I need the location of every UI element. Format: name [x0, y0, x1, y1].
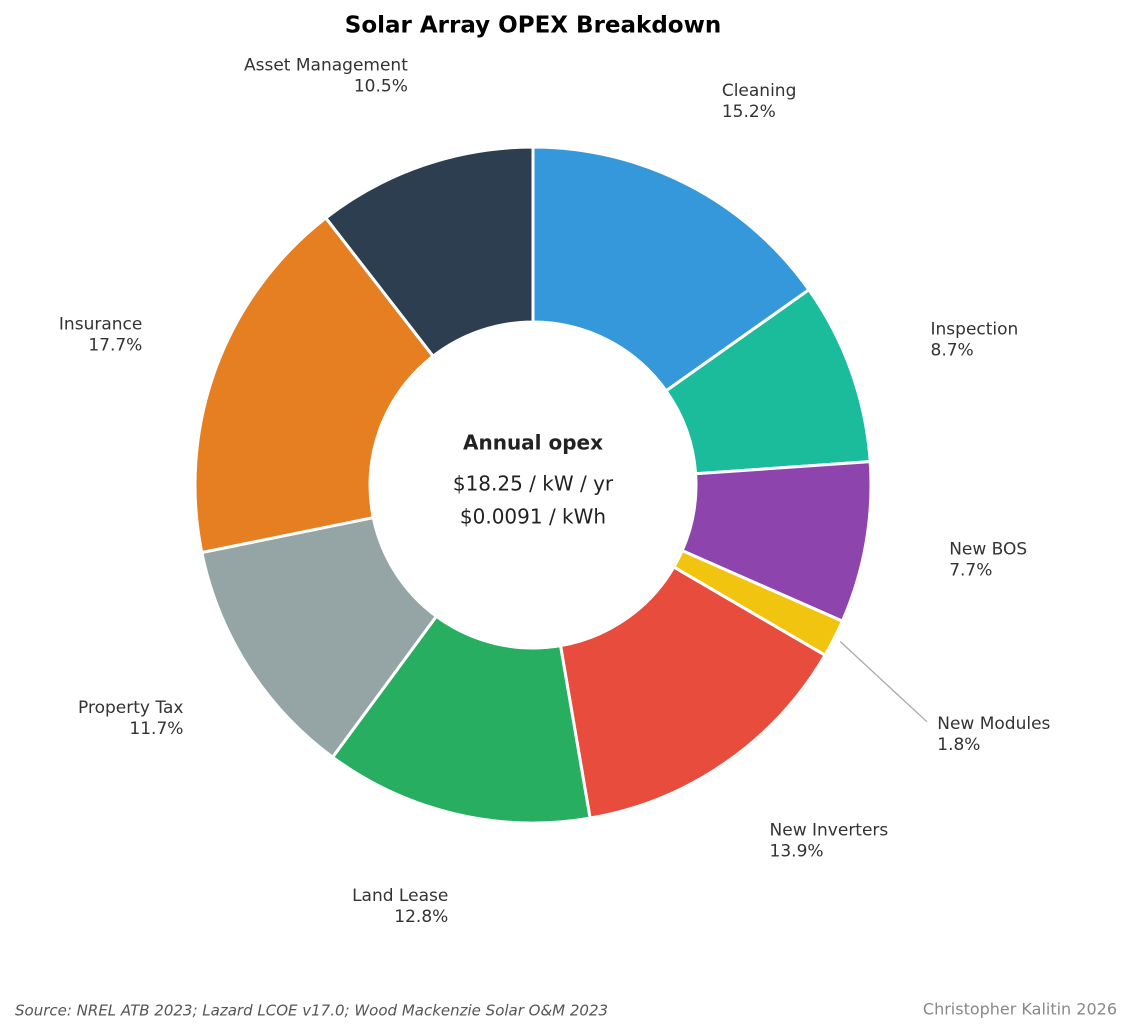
slice-label: Insurance [59, 315, 142, 335]
wedge [200, 515, 439, 760]
donut [193, 145, 873, 825]
slice-label: New Inverters [770, 821, 889, 841]
center-line: $18.25 / kW / yr [453, 472, 614, 496]
wedge [330, 614, 592, 825]
value-label: 17.7% [88, 336, 142, 356]
value-label: 15.2% [722, 102, 776, 122]
value-label: 8.7% [931, 341, 974, 361]
slice-label: Inspection [931, 320, 1019, 340]
chart-title: Solar Array OPEX Breakdown [345, 13, 721, 39]
slice-label: Land Lease [352, 886, 448, 906]
value-label: 1.8% [937, 735, 980, 755]
value-label: 7.7% [949, 560, 992, 580]
source-note: Source: NREL ATB 2023; Lazard LCOE v17.0… [15, 1002, 608, 1020]
slice-label: Asset Management [244, 56, 408, 76]
wedge [531, 145, 812, 393]
center-title: Annual opex [463, 431, 603, 455]
value-label: 13.9% [770, 842, 824, 862]
slice-label: New Modules [937, 714, 1050, 734]
value-label: 12.8% [394, 907, 448, 927]
slice-label: Cleaning [722, 81, 797, 101]
center-line: $0.0091 / kWh [460, 505, 606, 529]
leader-line [839, 641, 928, 723]
wedge [323, 145, 535, 359]
slice-label: New BOS [949, 539, 1027, 559]
slice-label: Property Tax [78, 698, 183, 718]
value-label: 11.7% [129, 719, 183, 739]
wedge [193, 215, 436, 555]
credit: Christopher Kalitin 2026 [923, 1000, 1117, 1019]
value-label: 10.5% [354, 77, 408, 97]
wedge [558, 565, 828, 820]
